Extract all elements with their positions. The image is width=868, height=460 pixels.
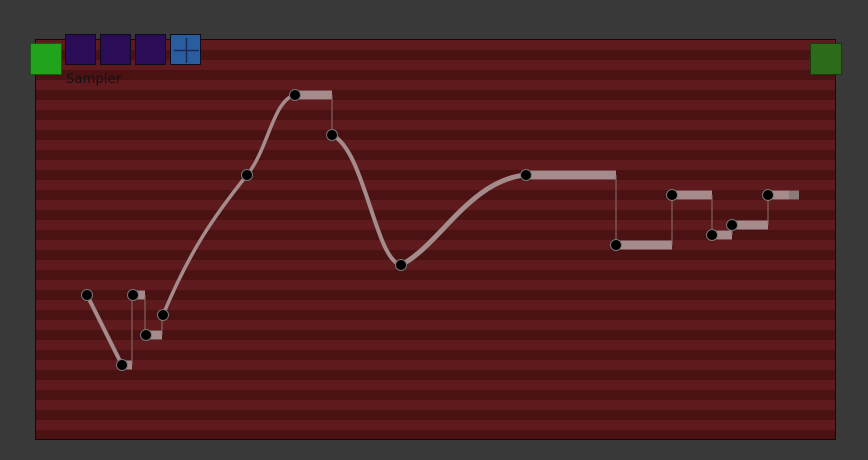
curve-point[interactable]: [395, 259, 407, 271]
grid-cross-icon: [174, 38, 199, 63]
curve-point[interactable]: [241, 169, 253, 181]
preset-slot-3-button[interactable]: [135, 34, 166, 65]
curve-point[interactable]: [116, 359, 128, 371]
curve-segment: [399, 172, 527, 268]
curve-point[interactable]: [81, 289, 93, 301]
curve-point[interactable]: [762, 189, 774, 201]
curve-point[interactable]: [610, 239, 622, 251]
curve-segment: [330, 133, 402, 267]
input-port[interactable]: [30, 43, 62, 75]
curve-segment: [85, 294, 124, 366]
output-port[interactable]: [810, 43, 842, 75]
curve-point[interactable]: [140, 329, 152, 341]
preset-slot-2-button[interactable]: [100, 34, 131, 65]
curve-point[interactable]: [127, 289, 139, 301]
curve-point[interactable]: [157, 309, 169, 321]
curve-point[interactable]: [706, 229, 718, 241]
curve-segment: [245, 93, 296, 177]
grid-toggle-button[interactable]: [170, 34, 201, 65]
curve-point[interactable]: [726, 219, 738, 231]
curve-point[interactable]: [666, 189, 678, 201]
preset-slot-1-button[interactable]: [65, 34, 96, 65]
curve-point[interactable]: [326, 129, 338, 141]
curve-segment: [161, 173, 249, 316]
curve-point[interactable]: [289, 89, 301, 101]
node-title: Sampler: [66, 72, 122, 87]
curve-point[interactable]: [520, 169, 532, 181]
